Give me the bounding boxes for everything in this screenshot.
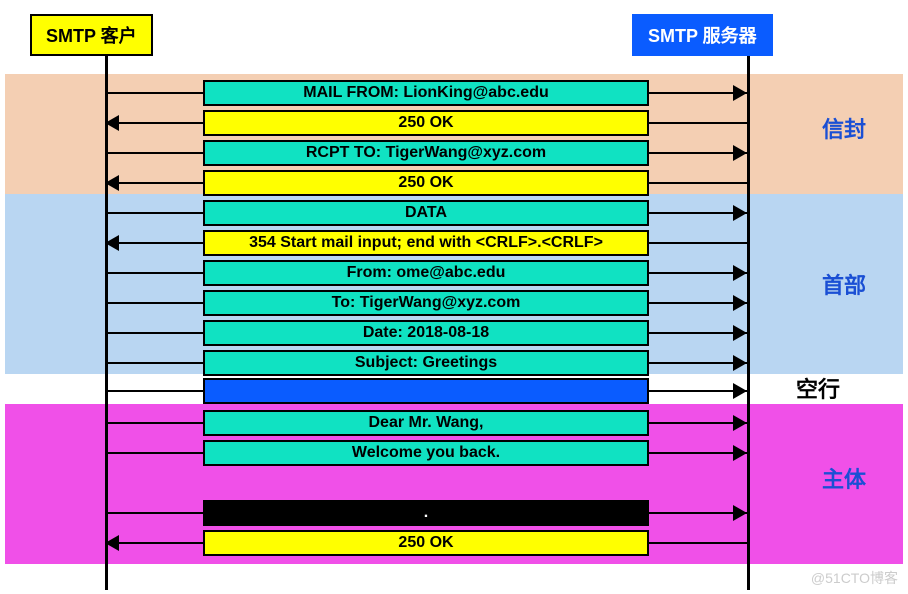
arrow-segment-left: [105, 242, 203, 244]
message-row-12: Welcome you back.: [105, 440, 747, 466]
message-box-1: 250 OK: [203, 110, 649, 136]
arrow-segment-left: [105, 362, 203, 364]
arrow-head-icon: [733, 265, 747, 281]
message-row-5: 354 Start mail input; end with <CRLF>.<C…: [105, 230, 747, 256]
watermark-text: @51CTO博客: [811, 568, 898, 588]
smtp-sequence-diagram: SMTP 客户 SMTP 服务器 信封首部空行主体 MAIL FROM: Lio…: [0, 0, 908, 594]
arrow-segment-left: [105, 122, 203, 124]
arrow-segment-left: [105, 542, 203, 544]
arrow-head-icon: [733, 505, 747, 521]
client-endpoint-label: SMTP 客户: [46, 26, 137, 46]
section-label-2: 空行: [796, 372, 840, 404]
message-box-12: Welcome you back.: [203, 440, 649, 466]
message-box-11: Dear Mr. Wang,: [203, 410, 649, 436]
arrow-head-icon: [105, 535, 119, 551]
arrow-segment-left: [105, 302, 203, 304]
message-box-8: Date: 2018-08-18: [203, 320, 649, 346]
arrow-segment-right: [649, 122, 747, 124]
message-row-3: 250 OK: [105, 170, 747, 196]
message-row-14: 250 OK: [105, 530, 747, 556]
message-row-6: From: ome@abc.edu: [105, 260, 747, 286]
server-endpoint-label: SMTP 服务器: [648, 26, 757, 46]
message-row-10: [105, 378, 747, 404]
arrow-segment-left: [105, 452, 203, 454]
arrow-head-icon: [733, 325, 747, 341]
arrow-head-icon: [733, 355, 747, 371]
message-row-1: 250 OK: [105, 110, 747, 136]
server-lifeline: [747, 50, 750, 590]
section-label-0: 信封: [822, 112, 866, 144]
message-box-4: DATA: [203, 200, 649, 226]
message-box-10: [203, 378, 649, 404]
arrow-segment-right: [649, 542, 747, 544]
message-box-7: To: TigerWang@xyz.com: [203, 290, 649, 316]
message-row-11: Dear Mr. Wang,: [105, 410, 747, 436]
arrow-head-icon: [105, 115, 119, 131]
message-row-0: MAIL FROM: LionKing@abc.edu: [105, 80, 747, 106]
arrow-segment-left: [105, 92, 203, 94]
message-box-0: MAIL FROM: LionKing@abc.edu: [203, 80, 649, 106]
arrow-head-icon: [105, 175, 119, 191]
client-endpoint-box: SMTP 客户: [30, 14, 153, 56]
server-endpoint-box: SMTP 服务器: [632, 14, 773, 56]
arrow-head-icon: [733, 415, 747, 431]
message-row-8: Date: 2018-08-18: [105, 320, 747, 346]
section-label-3: 主体: [822, 462, 866, 494]
arrow-segment-left: [105, 182, 203, 184]
message-row-13: .: [105, 500, 747, 526]
arrow-head-icon: [733, 85, 747, 101]
arrow-segment-right: [649, 182, 747, 184]
message-box-9: Subject: Greetings: [203, 350, 649, 376]
arrow-segment-left: [105, 390, 203, 392]
arrow-segment-left: [105, 212, 203, 214]
arrow-segment-left: [105, 512, 203, 514]
arrow-segment-left: [105, 152, 203, 154]
message-row-7: To: TigerWang@xyz.com: [105, 290, 747, 316]
message-row-9: Subject: Greetings: [105, 350, 747, 376]
arrow-head-icon: [733, 445, 747, 461]
arrow-segment-left: [105, 332, 203, 334]
message-row-2: RCPT TO: TigerWang@xyz.com: [105, 140, 747, 166]
message-box-5: 354 Start mail input; end with <CRLF>.<C…: [203, 230, 649, 256]
message-row-4: DATA: [105, 200, 747, 226]
arrow-segment-left: [105, 272, 203, 274]
message-box-3: 250 OK: [203, 170, 649, 196]
message-box-2: RCPT TO: TigerWang@xyz.com: [203, 140, 649, 166]
arrow-head-icon: [733, 295, 747, 311]
arrow-head-icon: [733, 145, 747, 161]
arrow-head-icon: [105, 235, 119, 251]
arrow-segment-left: [105, 422, 203, 424]
message-box-14: 250 OK: [203, 530, 649, 556]
section-label-1: 首部: [822, 268, 866, 300]
arrow-segment-right: [649, 242, 747, 244]
arrow-head-icon: [733, 383, 747, 399]
arrow-head-icon: [733, 205, 747, 221]
message-box-6: From: ome@abc.edu: [203, 260, 649, 286]
message-box-13: .: [203, 500, 649, 526]
